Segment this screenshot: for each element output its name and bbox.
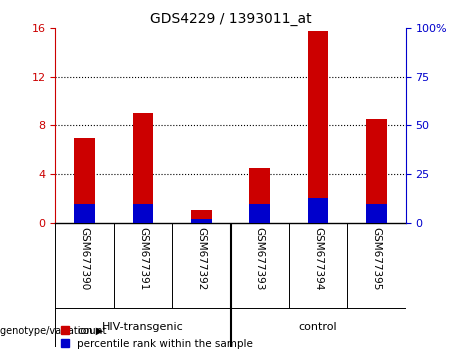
Bar: [366, 119, 387, 223]
Bar: [191, 219, 212, 223]
Bar: [308, 31, 328, 223]
Text: GSM677390: GSM677390: [79, 227, 89, 290]
Bar: [74, 204, 95, 223]
Text: genotype/variation ▶: genotype/variation ▶: [0, 326, 103, 336]
Bar: [191, 210, 212, 223]
Bar: [366, 204, 387, 223]
Bar: [249, 168, 270, 223]
Bar: [133, 113, 153, 223]
Text: GSM677391: GSM677391: [138, 227, 148, 290]
Bar: [249, 204, 270, 223]
Text: GSM677393: GSM677393: [254, 227, 265, 290]
Text: HIV-transgenic: HIV-transgenic: [102, 322, 184, 332]
Text: GSM677395: GSM677395: [372, 227, 382, 290]
Text: GSM677394: GSM677394: [313, 227, 323, 290]
Text: control: control: [299, 322, 337, 332]
Bar: [133, 204, 153, 223]
Bar: [308, 198, 328, 223]
Legend: count, percentile rank within the sample: count, percentile rank within the sample: [60, 326, 253, 349]
Title: GDS4229 / 1393011_at: GDS4229 / 1393011_at: [150, 12, 311, 26]
Bar: [74, 138, 95, 223]
Text: GSM677392: GSM677392: [196, 227, 207, 290]
